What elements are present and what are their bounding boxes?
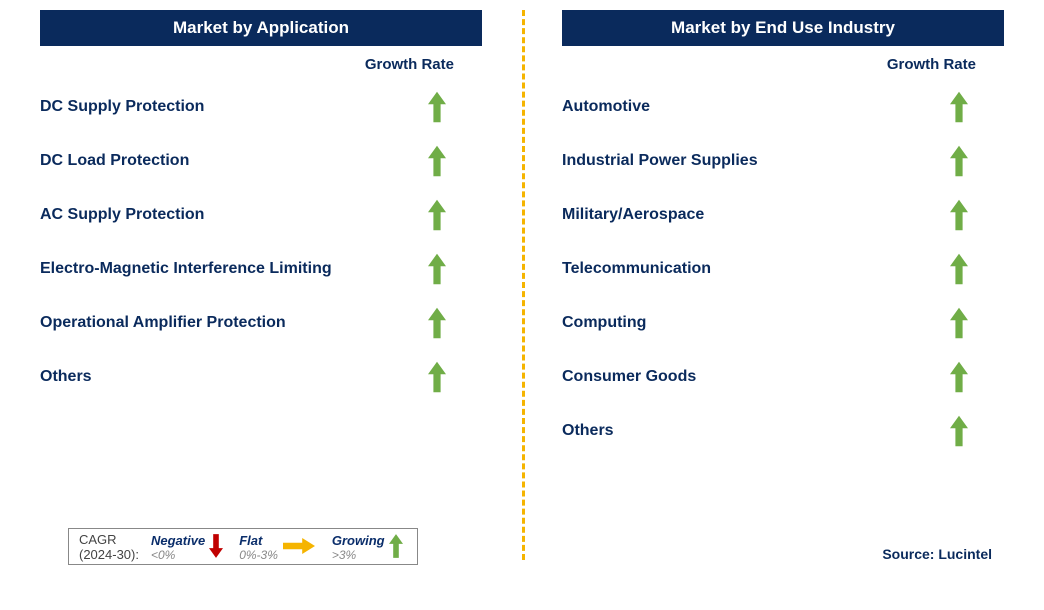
right-row-label: Telecommunication — [562, 260, 711, 278]
growth-arrow-up-icon — [914, 145, 1004, 177]
legend-box: CAGR (2024-30): Negative<0% Flat0%-3% Gr… — [68, 528, 418, 565]
left-row-label: Operational Amplifier Protection — [40, 314, 286, 332]
left-row-label: DC Load Protection — [40, 152, 189, 170]
left-row-label: Others — [40, 368, 92, 386]
growth-arrow-up-icon — [914, 253, 1004, 285]
legend-item-title: Flat — [239, 533, 262, 548]
left-row: Others — [40, 361, 482, 393]
growth-arrow-up-icon — [914, 361, 1004, 393]
left-row: AC Supply Protection — [40, 199, 482, 231]
source-label: Source: Lucintel — [882, 546, 992, 562]
growth-arrow-up-icon — [914, 199, 1004, 231]
legend-arrow-flat-icon — [282, 538, 316, 557]
legend-item: Negative<0% — [147, 533, 227, 562]
growth-arrow-up-icon — [392, 91, 482, 123]
right-row: Automotive — [562, 91, 1004, 123]
legend-arrow-up-icon — [389, 533, 403, 562]
left-row-label: Electro-Magnetic Interference Limiting — [40, 260, 332, 278]
legend-item-range: >3% — [332, 548, 356, 562]
right-row-label: Computing — [562, 314, 646, 332]
right-row: Consumer Goods — [562, 361, 1004, 393]
right-row-label: Others — [562, 422, 614, 440]
growth-arrow-up-icon — [914, 307, 1004, 339]
left-rows: DC Supply Protection DC Load Protection … — [40, 91, 482, 393]
growth-arrow-up-icon — [392, 253, 482, 285]
right-row-label: Military/Aerospace — [562, 206, 704, 224]
right-row-label: Industrial Power Supplies — [562, 152, 758, 170]
legend-item-title: Negative — [151, 533, 205, 548]
legend-item-title: Growing — [332, 533, 385, 548]
right-row: Military/Aerospace — [562, 199, 1004, 231]
right-growth-label: Growth Rate — [562, 56, 1004, 73]
left-row: Electro-Magnetic Interference Limiting — [40, 253, 482, 285]
left-row-label: DC Supply Protection — [40, 98, 204, 116]
right-row: Industrial Power Supplies — [562, 145, 1004, 177]
left-row: DC Load Protection — [40, 145, 482, 177]
legend-item: Growing>3% — [328, 533, 407, 562]
left-panel-header: Market by Application — [40, 10, 482, 46]
growth-arrow-up-icon — [392, 307, 482, 339]
legend-item-range: 0%-3% — [239, 548, 278, 562]
left-row-label: AC Supply Protection — [40, 206, 204, 224]
left-row: Operational Amplifier Protection — [40, 307, 482, 339]
right-panel: Market by End Use Industry Growth Rate A… — [522, 10, 1044, 469]
legend-item: Flat0%-3% — [235, 533, 320, 562]
legend-item-range: <0% — [151, 548, 175, 562]
legend-left: CAGR (2024-30): — [79, 533, 139, 562]
legend-cagr-label: CAGR — [79, 533, 139, 547]
growth-arrow-up-icon — [392, 199, 482, 231]
right-rows: Automotive Industrial Power Supplies Mil… — [562, 91, 1004, 447]
left-growth-label: Growth Rate — [40, 56, 482, 73]
left-panel: Market by Application Growth Rate DC Sup… — [0, 10, 522, 469]
growth-arrow-up-icon — [914, 91, 1004, 123]
right-row: Others — [562, 415, 1004, 447]
right-row-label: Automotive — [562, 98, 650, 116]
right-panel-header: Market by End Use Industry — [562, 10, 1004, 46]
left-row: DC Supply Protection — [40, 91, 482, 123]
legend-items: Negative<0% Flat0%-3% Growing>3% — [147, 533, 407, 562]
right-row: Computing — [562, 307, 1004, 339]
growth-arrow-up-icon — [914, 415, 1004, 447]
right-row: Telecommunication — [562, 253, 1004, 285]
legend-arrow-down-icon — [209, 533, 223, 562]
legend-period-label: (2024-30): — [79, 548, 139, 562]
growth-arrow-up-icon — [392, 145, 482, 177]
panels: Market by Application Growth Rate DC Sup… — [0, 10, 1044, 469]
right-row-label: Consumer Goods — [562, 368, 696, 386]
growth-arrow-up-icon — [392, 361, 482, 393]
